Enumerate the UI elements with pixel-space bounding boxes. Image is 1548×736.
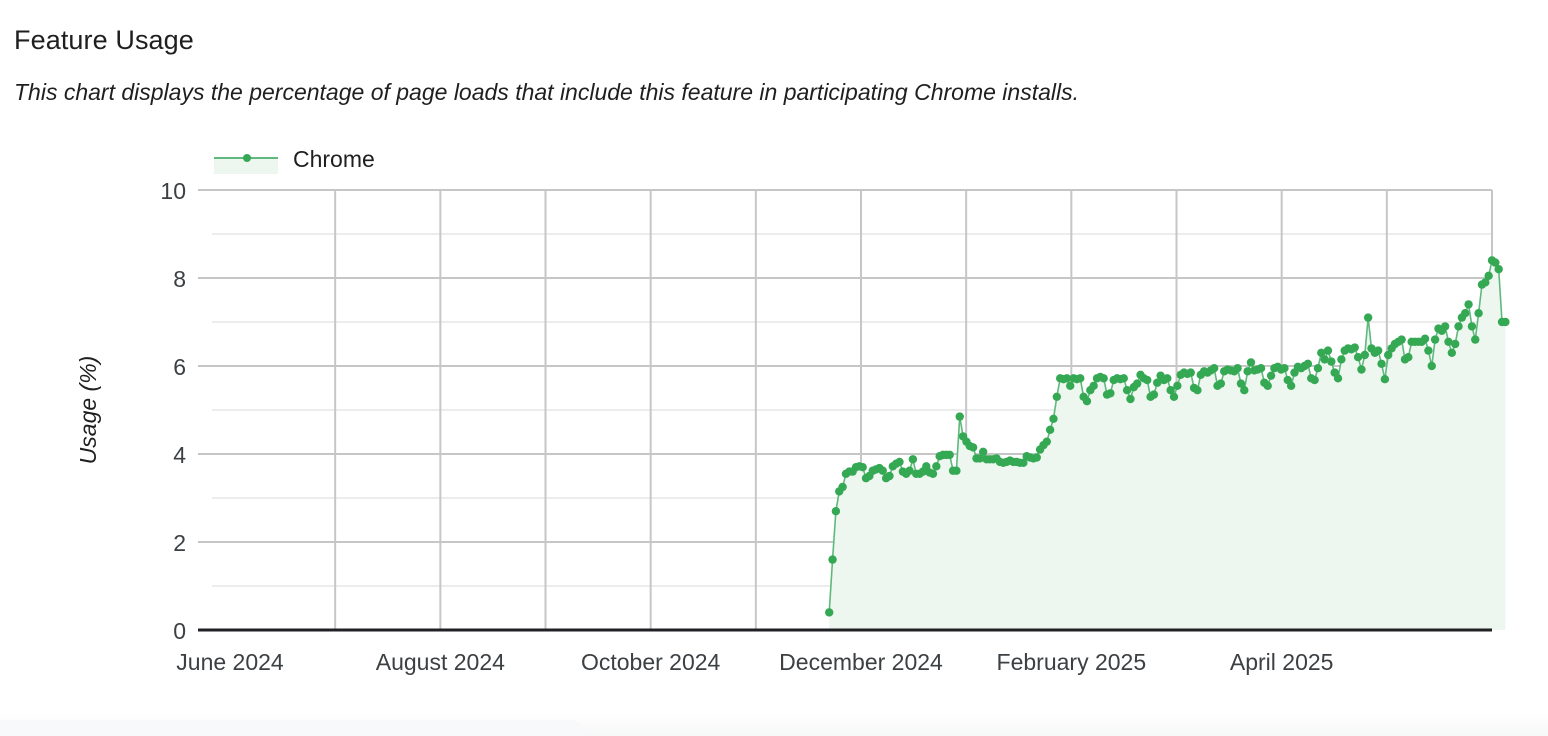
chart-legend: Chrome xyxy=(214,142,375,176)
y-tick-label: 0 xyxy=(173,618,186,644)
y-tick-label: 10 xyxy=(160,178,186,204)
x-tick-label: February 2025 xyxy=(997,649,1147,675)
y-tick-label: 4 xyxy=(173,442,186,468)
series-markers-chrome[interactable] xyxy=(825,256,1510,617)
y-tick-label: 6 xyxy=(173,354,186,380)
page-subtitle: This chart displays the percentage of pa… xyxy=(14,79,1079,105)
x-tick-label: April 2025 xyxy=(1230,649,1334,675)
y-axis-title: Usage (%) xyxy=(75,356,101,465)
bottom-edge-panel xyxy=(0,720,586,736)
page-title: Feature Usage xyxy=(14,25,194,55)
y-tick-label: 8 xyxy=(173,266,186,292)
x-axis-tick-labels: June 2024 August 2024 October 2024 December… xyxy=(176,649,1333,675)
usage-chart: Chrome 0 2 4 6 8 10 June 2024 August 2024 Octob… xyxy=(0,130,1548,690)
chart-svg: 0 2 4 6 8 10 June 2024 August 2024 October 2024… xyxy=(75,178,1510,675)
x-tick-label: August 2024 xyxy=(376,649,505,675)
y-axis-tick-labels: 0 2 4 6 8 10 xyxy=(160,178,186,644)
x-tick-label: June 2024 xyxy=(176,649,284,675)
legend-area-fill-icon xyxy=(214,158,278,174)
legend-label-chrome[interactable]: Chrome xyxy=(293,145,375,172)
y-tick-label: 2 xyxy=(173,530,186,556)
legend-dot-icon xyxy=(243,154,251,162)
series-area-chrome xyxy=(829,260,1506,630)
y-axis-ticks xyxy=(198,189,230,632)
x-tick-label: October 2024 xyxy=(581,649,721,675)
legend-swatch-chrome xyxy=(214,144,278,174)
x-tick-label: December 2024 xyxy=(779,649,943,675)
bottom-edge-strip xyxy=(0,714,1548,736)
